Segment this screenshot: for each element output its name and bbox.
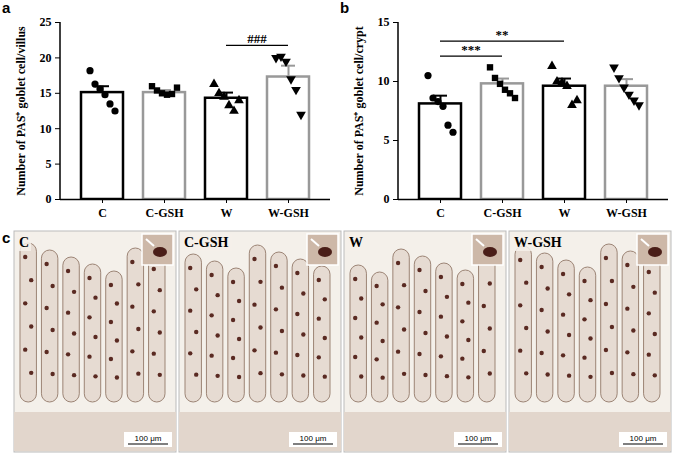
svg-text:10: 10 <box>40 122 52 136</box>
svg-text:Number of PAS⁺ goblet cell/vil: Number of PAS⁺ goblet cell/villus <box>14 26 28 196</box>
svg-text:***: *** <box>461 42 481 57</box>
svg-text:C-GSH: C-GSH <box>483 206 522 220</box>
html-text:c: c <box>2 229 11 246</box>
svg-text:C: C <box>436 206 445 220</box>
svg-text:100 μm: 100 μm <box>135 434 162 443</box>
svg-text:15: 15 <box>40 86 52 100</box>
svg-text:**: ** <box>496 27 509 42</box>
svg-text:5: 5 <box>46 157 52 171</box>
svg-text:20: 20 <box>40 51 52 65</box>
svg-text:W: W <box>221 206 233 220</box>
svg-text:100 μm: 100 μm <box>300 434 327 443</box>
svg-text:###: ### <box>247 31 267 46</box>
svg-text:C-GSH: C-GSH <box>184 235 228 250</box>
svg-text:C-GSH: C-GSH <box>145 206 184 220</box>
svg-text:W: W <box>349 235 363 250</box>
svg-text:100 μm: 100 μm <box>465 434 492 443</box>
html-text:b: b <box>340 0 350 16</box>
svg-text:W-GSH: W-GSH <box>606 206 648 220</box>
svg-text:0: 0 <box>384 192 390 206</box>
svg-text:15: 15 <box>378 15 390 29</box>
svg-text:10: 10 <box>378 74 390 88</box>
svg-text:Number of PAS⁺ goblet cell/cry: Number of PAS⁺ goblet cell/crypt <box>352 26 366 196</box>
html-text:a: a <box>2 0 11 16</box>
svg-text:W-GSH: W-GSH <box>268 206 310 220</box>
svg-text:0: 0 <box>46 192 52 206</box>
svg-text:C: C <box>98 206 107 220</box>
svg-text:W: W <box>559 206 571 220</box>
svg-text:5: 5 <box>384 133 390 147</box>
svg-text:25: 25 <box>40 15 52 29</box>
svg-text:W-GSH: W-GSH <box>514 235 562 250</box>
svg-text:C: C <box>19 235 29 250</box>
svg-text:100 μm: 100 μm <box>630 434 657 443</box>
